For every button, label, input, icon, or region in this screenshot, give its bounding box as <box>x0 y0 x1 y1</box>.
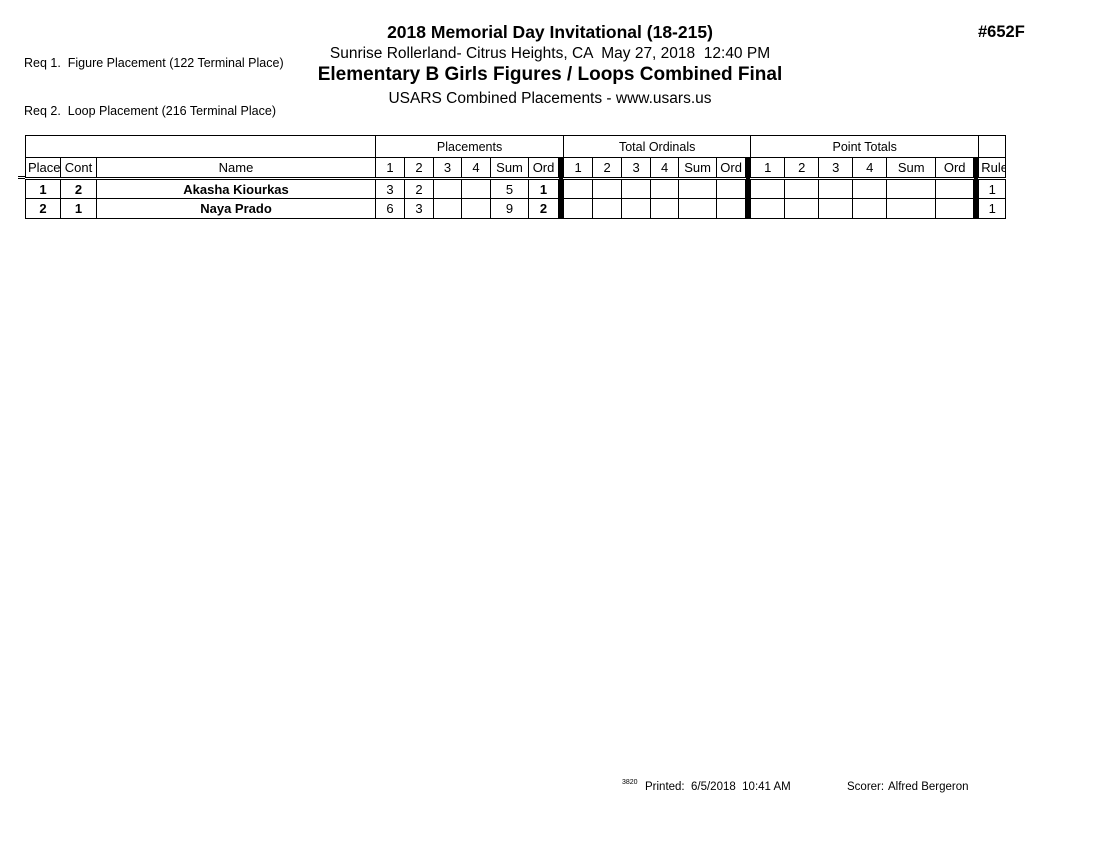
col-header-name: Name <box>95 157 377 180</box>
cell-ordinal-3 <box>621 198 652 219</box>
col-header-placements-1: 1 <box>375 157 406 180</box>
cell-skater-name: Naya Prado <box>95 198 377 219</box>
event-title: 2018 Memorial Day Invitational (18-215) <box>387 22 713 42</box>
cell-rule: 1 <box>978 198 1007 219</box>
scorer-label: Scorer: <box>847 781 885 793</box>
cell-points-2 <box>784 178 820 199</box>
col-header-ordinals-4: 4 <box>650 157 680 180</box>
cell-placement-2: 3 <box>404 198 435 219</box>
cell-points-3 <box>818 178 854 199</box>
cell-points-2 <box>784 198 820 219</box>
cell-ordinal-2 <box>592 178 623 199</box>
col-header-ordinals-2: 2 <box>592 157 623 180</box>
cell-points-ord <box>935 198 975 219</box>
cell-place: 2 <box>25 198 61 219</box>
cell-placement-3 <box>433 198 463 219</box>
cell-placement-3 <box>433 178 463 199</box>
cell-placement-4 <box>461 178 492 199</box>
cell-ordinal-3 <box>621 178 652 199</box>
cell-ordinal-sum <box>678 198 718 219</box>
cell-placement-4 <box>461 198 492 219</box>
separator-bar <box>558 157 565 180</box>
requirements-block: Req 1. Figure Placement (122 Terminal Pl… <box>24 23 284 135</box>
results-table-container: Placements Total Ordinals Point Totals P… <box>24 135 1007 219</box>
cell-ordinal-4 <box>650 178 680 199</box>
group-header-spacer-left <box>24 135 377 158</box>
col-header-placements-ord: Ord <box>528 157 560 180</box>
separator-bar <box>973 157 980 180</box>
col-header-points-3: 3 <box>818 157 854 180</box>
column-header-row: Place Cont Name 1 2 3 4 Sum Ord 1 2 3 4 … <box>25 157 1007 180</box>
cell-placement-ord: 2 <box>528 198 560 219</box>
venue-date-line: Sunrise Rollerland- Citrus Heights, CA M… <box>329 45 771 62</box>
cell-rule: 1 <box>978 178 1007 199</box>
group-header-spacer-right <box>978 135 1007 158</box>
col-header-cont: Cont <box>60 157 97 180</box>
group-header-point-totals: Point Totals <box>750 135 980 158</box>
col-header-placements-4: 4 <box>461 157 492 180</box>
cell-ordinal-1 <box>563 178 594 199</box>
report-code: 3820 <box>622 779 638 786</box>
separator-bar <box>558 198 565 219</box>
separator-bar <box>745 198 752 219</box>
table-row: 2 1 Naya Prado 6 3 9 2 1 <box>25 198 1007 219</box>
col-header-points-2: 2 <box>784 157 820 180</box>
col-header-placements-3: 3 <box>433 157 463 180</box>
cell-cont: 1 <box>60 198 97 219</box>
col-header-points-4: 4 <box>852 157 888 180</box>
cell-ordinal-sum <box>678 178 718 199</box>
cell-place: 1 <box>25 178 61 199</box>
col-header-ordinals-sum: Sum <box>678 157 718 180</box>
col-header-place: Place <box>25 157 61 180</box>
col-header-placements-2: 2 <box>404 157 435 180</box>
col-header-points-ord: Ord <box>935 157 975 180</box>
separator-bar <box>973 198 980 219</box>
cell-placement-sum: 9 <box>490 198 530 219</box>
cell-placement-sum: 5 <box>490 178 530 199</box>
cell-points-ord <box>935 178 975 199</box>
col-header-rule: Rule <box>978 157 1007 180</box>
cell-placement-ord: 1 <box>528 178 560 199</box>
col-header-ordinals-1: 1 <box>563 157 594 180</box>
col-header-points-sum: Sum <box>886 157 937 180</box>
cell-points-4 <box>852 198 888 219</box>
cell-placement-2: 2 <box>404 178 435 199</box>
cell-points-1 <box>750 178 786 199</box>
col-header-points-1: 1 <box>750 157 786 180</box>
cell-points-4 <box>852 178 888 199</box>
event-number: #652F <box>978 23 1025 41</box>
results-table: Placements Total Ordinals Point Totals P… <box>24 135 1007 219</box>
cell-placement-1: 6 <box>375 198 406 219</box>
requirement-line-2: Req 2. Loop Placement (216 Terminal Plac… <box>24 104 276 118</box>
cell-points-1 <box>750 198 786 219</box>
cell-placement-1: 3 <box>375 178 406 199</box>
group-header-placements: Placements <box>375 135 565 158</box>
division-title: Elementary B Girls Figures / Loops Combi… <box>317 64 783 85</box>
header-double-line-tick <box>18 176 25 179</box>
col-header-ordinals-ord: Ord <box>716 157 747 180</box>
printed-label: Printed: <box>645 781 685 793</box>
cell-points-sum <box>886 198 937 219</box>
cell-ordinal-1 <box>563 198 594 219</box>
requirement-line-1: Req 1. Figure Placement (122 Terminal Pl… <box>24 56 284 70</box>
group-header-row: Placements Total Ordinals Point Totals <box>24 135 1007 158</box>
cell-ordinal-4 <box>650 198 680 219</box>
separator-bar <box>745 157 752 180</box>
usars-subtitle: USARS Combined Placements - www.usars.us <box>388 90 712 107</box>
cell-skater-name: Akasha Kiourkas <box>95 178 377 199</box>
printed-timestamp: 6/5/2018 10:41 AM <box>691 781 791 793</box>
cell-cont: 2 <box>60 178 97 199</box>
cell-points-3 <box>818 198 854 219</box>
cell-ordinal-ord <box>716 198 747 219</box>
col-header-placements-sum: Sum <box>490 157 530 180</box>
col-header-ordinals-3: 3 <box>621 157 652 180</box>
cell-points-sum <box>886 178 937 199</box>
cell-ordinal-2 <box>592 198 623 219</box>
table-row: 1 2 Akasha Kiourkas 3 2 5 1 1 <box>25 178 1007 199</box>
cell-ordinal-ord <box>716 178 747 199</box>
scorer-name: Alfred Bergeron <box>888 781 969 793</box>
group-header-total-ordinals: Total Ordinals <box>563 135 752 158</box>
